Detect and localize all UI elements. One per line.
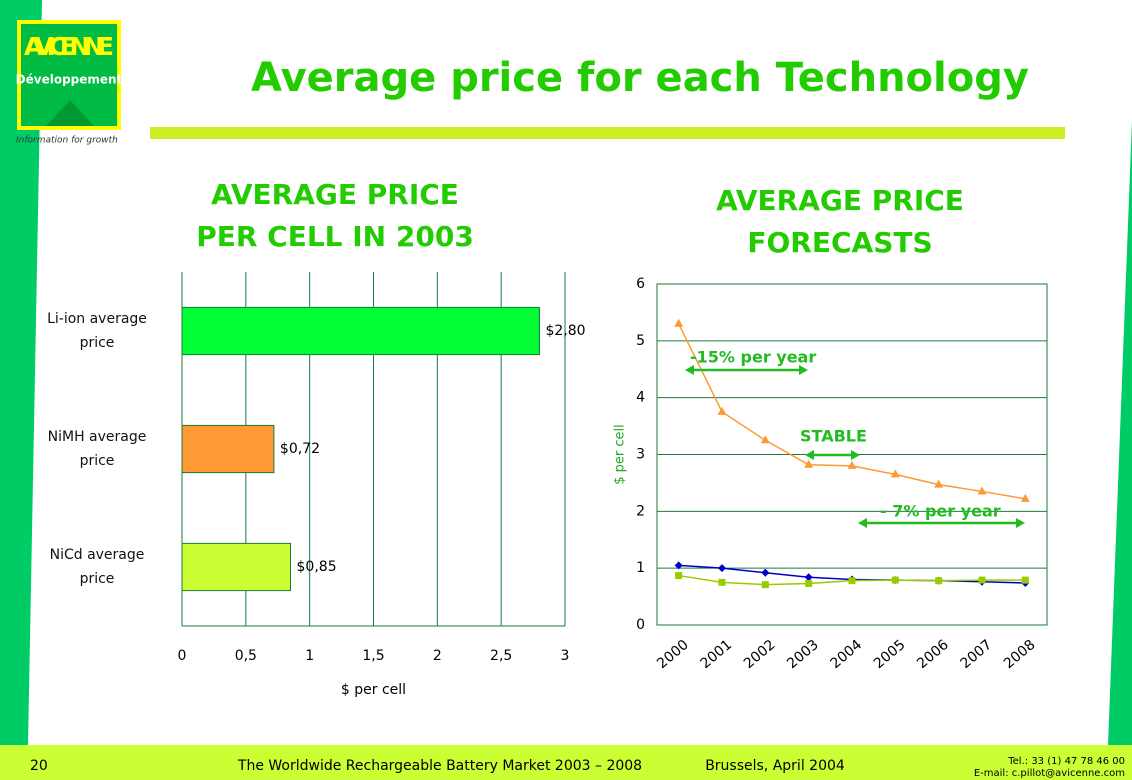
data-label: $0,85 [297, 559, 337, 575]
annotation: STABLE [800, 427, 867, 446]
x-tick-label: 2006 [914, 637, 952, 672]
right-band [1108, 120, 1132, 745]
x-tick-label: 0,5 [235, 648, 257, 664]
marker [674, 318, 684, 327]
arrow-head [805, 450, 814, 460]
x-tick-label: 2005 [871, 637, 909, 672]
y-tick-label: 1 [636, 560, 645, 576]
y-axis-label: $ per cell [613, 424, 628, 485]
y-tick-label: Li-ion average price [47, 311, 147, 351]
x-tick-label: 2003 [784, 637, 822, 672]
marker [761, 581, 769, 589]
x-tick-label: 2004 [828, 637, 866, 672]
marker [674, 561, 683, 570]
data-label: $2,80 [545, 323, 585, 339]
y-tick-label: 4 [636, 390, 645, 406]
arrow-head [858, 518, 867, 528]
x-tick-label: 2000 [654, 637, 692, 672]
marker [977, 486, 987, 495]
marker [760, 435, 770, 444]
left-band [0, 0, 42, 745]
y-tick-label: NiCd average price [49, 547, 145, 587]
bar [181, 424, 275, 474]
marker [890, 469, 900, 478]
marker [718, 578, 726, 586]
marker [848, 577, 856, 585]
bar [181, 542, 292, 592]
marker [934, 479, 944, 488]
y-tick-label: NiMH average price [47, 429, 147, 469]
marker [675, 572, 683, 580]
x-tick-label: 2 [433, 648, 442, 664]
y-tick-label: 6 [636, 276, 645, 292]
arrow-head [1016, 518, 1025, 528]
logo-shape [46, 100, 94, 126]
chart-title: AVERAGE PRICE FORECASTS [716, 184, 964, 259]
x-tick-label: 1 [305, 648, 314, 664]
arrow-head [685, 365, 694, 375]
title-rule [150, 127, 1065, 139]
marker [804, 459, 814, 468]
marker [978, 576, 986, 584]
logo-name: AVICENNE [24, 32, 114, 61]
x-tick-label: 1,5 [362, 648, 384, 664]
page-number: 20 [30, 758, 48, 774]
marker [1021, 576, 1029, 584]
marker [891, 576, 899, 584]
bar [181, 306, 540, 356]
x-tick-label: 2001 [698, 637, 736, 672]
x-tick-label: 0 [178, 648, 187, 664]
footer-band [0, 745, 1132, 780]
marker [935, 577, 943, 585]
annotation: -15% per year [690, 348, 816, 367]
footer-email: E-mail: c.pillot@avicenne.com [974, 768, 1125, 779]
annotation: - 7% per year [880, 502, 1001, 521]
footer-tel: Tel.: 33 (1) 47 78 46 00 [1007, 756, 1125, 767]
tagline: Information for growth [16, 136, 118, 146]
marker [804, 573, 813, 582]
x-axis-label: $ per cell [341, 682, 406, 698]
x-tick-label: 2008 [1001, 637, 1039, 672]
x-tick-label: 2002 [741, 637, 779, 672]
marker [805, 580, 813, 588]
footer-title: The Worldwide Rechargeable Battery Marke… [237, 758, 642, 774]
marker [718, 564, 726, 573]
arrow-head [851, 450, 860, 460]
y-tick-label: 0 [636, 617, 645, 633]
footer-place: Brussels, April 2004 [705, 758, 845, 774]
x-tick-label: 3 [561, 648, 570, 664]
marker [1020, 493, 1030, 502]
arrow-head [799, 365, 808, 375]
logo-sub: Développement [16, 73, 123, 87]
y-tick-label: 3 [636, 447, 645, 463]
y-tick-label: 2 [636, 503, 645, 519]
slide-title: Average price for each Technology [251, 55, 1029, 101]
marker [717, 406, 727, 415]
chart-title: AVERAGE PRICE PER CELL IN 2003 [196, 178, 474, 253]
marker [847, 460, 857, 469]
marker [761, 568, 770, 577]
y-tick-label: 5 [636, 333, 645, 349]
data-label: $0,72 [280, 441, 320, 457]
x-tick-label: 2,5 [490, 648, 512, 664]
x-tick-label: 2007 [958, 637, 996, 672]
